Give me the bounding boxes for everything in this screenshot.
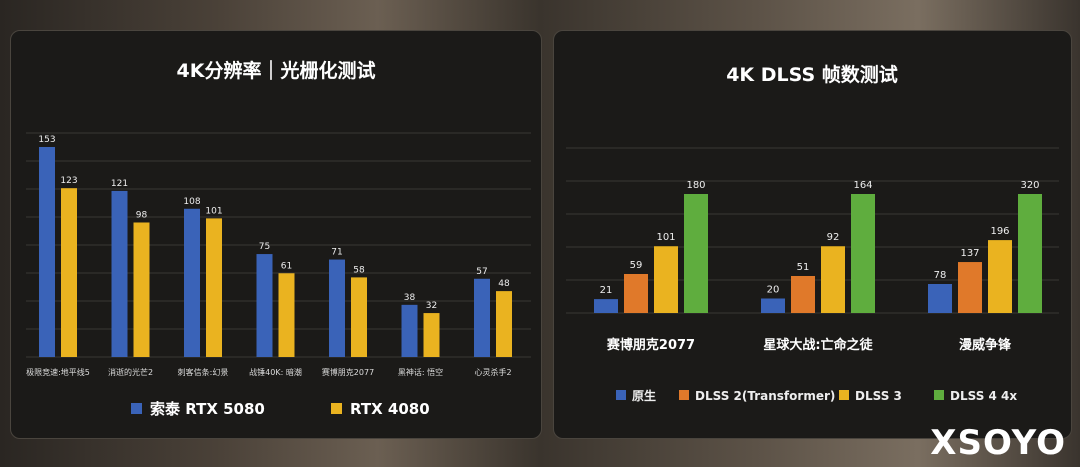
data-label: 57 (476, 267, 487, 277)
data-label: 101 (656, 232, 675, 243)
bar (111, 190, 128, 357)
bar (133, 222, 150, 357)
data-label: 21 (600, 285, 613, 296)
chart-title: 4K分辨率｜光栅化测试 (177, 59, 376, 82)
x-tick-label: 刺客信条:幻景 (178, 367, 229, 377)
bar (423, 313, 440, 357)
bar (329, 259, 345, 357)
dlss-chart-panel: 4K DLSS 帧数测试 21 59 101 180 赛博朋克2077 20 51 92 164 星… (553, 30, 1072, 439)
x-tick-label: 消逝的光芒2 (108, 367, 153, 377)
bar (821, 246, 845, 313)
legend-swatch (131, 403, 142, 414)
bar (351, 277, 367, 357)
legend-swatch (839, 390, 849, 400)
bar (184, 208, 200, 357)
x-tick-label: 赛博朋克2077 (606, 337, 695, 353)
bar (928, 283, 952, 313)
legend-label: DLSS 2(Transformer) (695, 389, 835, 403)
data-label: 92 (827, 232, 840, 243)
chart-title: 4K DLSS 帧数测试 (726, 63, 898, 86)
data-label: 71 (331, 248, 342, 258)
legend-label: 原生 (632, 388, 656, 403)
data-label: 58 (353, 265, 365, 275)
bar (958, 262, 982, 313)
legend-swatch (331, 403, 342, 414)
data-label: 108 (183, 197, 200, 207)
x-tick-label: 星球大战:亡命之徒 (763, 337, 873, 353)
x-tick-label: 赛博朋克2077 (322, 367, 374, 377)
data-label: 101 (205, 206, 222, 216)
bar (39, 147, 55, 357)
data-label: 38 (404, 293, 416, 303)
bar (401, 304, 418, 357)
data-label: 61 (281, 261, 292, 271)
x-tick-label: 战锤40K: 暗潮 (249, 367, 302, 377)
bar (761, 298, 785, 313)
bar (61, 188, 77, 357)
bar (1018, 194, 1042, 313)
data-label: 123 (60, 176, 77, 186)
data-label: 180 (686, 180, 705, 191)
x-tick-label: 心灵杀手2 (474, 367, 511, 377)
legend-swatch (679, 390, 689, 400)
bar (654, 246, 678, 313)
legend-label: DLSS 3 (855, 389, 902, 403)
bar (851, 194, 875, 313)
raster-chart: 4K分辨率｜光栅化测试 153 123 极限竞速:地平线5 121 98 消逝的光芒2 108… (26, 59, 531, 418)
bar (594, 299, 618, 313)
data-label: 98 (136, 210, 148, 220)
data-label: 59 (630, 260, 643, 271)
bar (256, 254, 273, 357)
legend-swatch (934, 390, 944, 400)
legend-label: DLSS 4 4x (950, 389, 1017, 403)
x-tick-label: 漫威争锋 (959, 337, 1012, 353)
data-label: 75 (259, 242, 270, 252)
bar (278, 273, 295, 357)
legend-label: 索泰 RTX 5080 (150, 400, 265, 418)
watermark: XSOYO (930, 423, 1066, 463)
data-label: 20 (767, 284, 780, 295)
data-label: 153 (38, 135, 55, 145)
bar (474, 278, 490, 357)
bar (791, 275, 815, 313)
data-label: 32 (426, 301, 437, 311)
data-label: 121 (111, 179, 128, 189)
bar (496, 291, 512, 357)
data-label: 48 (498, 279, 510, 289)
bar (624, 273, 648, 313)
x-tick-label: 黑神话: 悟空 (398, 367, 443, 377)
data-label: 51 (797, 262, 810, 273)
data-label: 320 (1020, 180, 1039, 191)
data-label: 78 (934, 270, 947, 281)
data-label: 196 (990, 226, 1009, 237)
bar (988, 240, 1012, 313)
bar (684, 194, 708, 313)
data-label: 164 (853, 180, 872, 191)
raster-chart-panel: 4K分辨率｜光栅化测试 153 123 极限竞速:地平线5 121 98 消逝的光芒2 108… (10, 30, 542, 439)
legend-label: RTX 4080 (350, 400, 430, 418)
x-tick-label: 极限竞速:地平线5 (26, 367, 90, 377)
dlss-chart: 4K DLSS 帧数测试 21 59 101 180 赛博朋克2077 20 51 92 164 星… (566, 63, 1059, 403)
legend-swatch (616, 390, 626, 400)
bar (206, 218, 222, 357)
data-label: 137 (960, 248, 979, 259)
